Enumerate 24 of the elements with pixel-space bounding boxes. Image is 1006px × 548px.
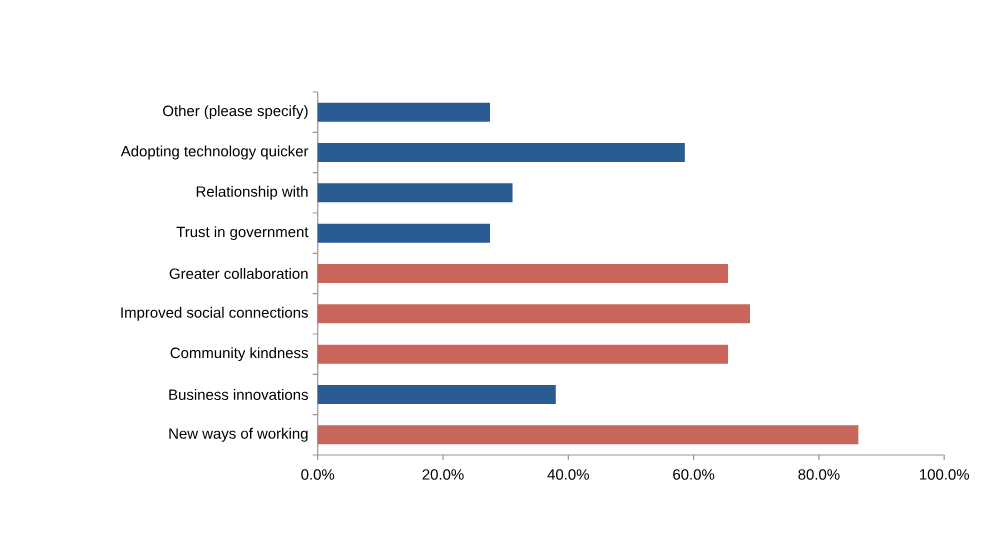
bar — [317, 223, 490, 243]
bar — [317, 344, 729, 364]
x-tick-label: 100.0% — [920, 469, 970, 480]
y-tick-label: Business innovations — [169, 389, 308, 400]
bar — [317, 183, 513, 203]
y-tick-label: New ways of working — [169, 427, 308, 442]
bar — [317, 143, 685, 162]
x-tick-label: 0.0% — [301, 469, 335, 480]
bar — [317, 425, 859, 445]
x-tick-label: 60.0% — [673, 469, 715, 480]
y-tick-label: Community kindness — [170, 347, 308, 362]
y-tick-label: Relationship with — [196, 185, 308, 200]
y-tick-label: Other (please specify) — [163, 105, 308, 120]
bar — [317, 263, 729, 283]
x-tick-label: 40.0% — [547, 469, 589, 480]
y-tick-label: Trust in government — [176, 226, 309, 241]
y-tick-label: Adopting technology quicker — [120, 145, 309, 160]
x-tick-label: 20.0% — [422, 469, 464, 480]
y-tick-label: Improved social connections — [121, 306, 308, 321]
bar — [317, 102, 490, 122]
bar — [317, 304, 750, 324]
y-tick-label: Greater collaboration — [169, 268, 308, 279]
bar — [317, 384, 556, 404]
x-tick-label: 80.0% — [798, 469, 840, 480]
